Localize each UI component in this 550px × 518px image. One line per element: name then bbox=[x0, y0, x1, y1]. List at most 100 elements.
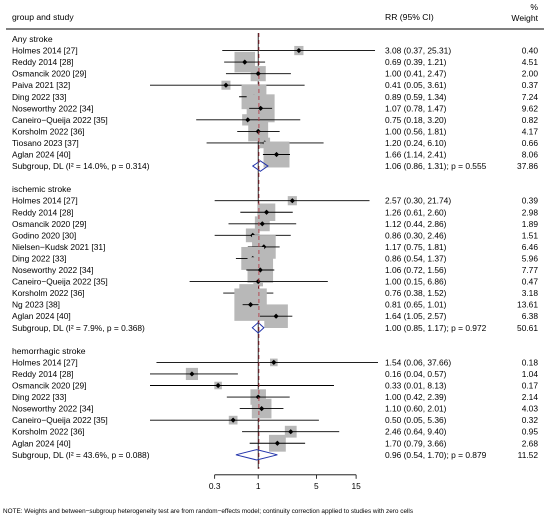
point-estimate-0-1 bbox=[242, 59, 248, 65]
study-weight-2-6: 0.95 bbox=[522, 427, 539, 437]
study-weight-2-2: 0.17 bbox=[522, 381, 539, 391]
study-weight-0-9: 8.06 bbox=[522, 150, 539, 160]
study-rr-1-5: 0.86 (0.54, 1.37) bbox=[385, 253, 447, 263]
study-rr-2-0: 1.54 (0.06, 37.66) bbox=[385, 357, 451, 367]
x-tick-label-3: 15 bbox=[351, 481, 361, 491]
point-estimate-0-3 bbox=[223, 82, 229, 88]
subgroup-diamond-1 bbox=[251, 321, 265, 334]
x-tick-label-2: 5 bbox=[314, 481, 319, 491]
point-estimate-0-6 bbox=[245, 117, 251, 123]
study-rr-1-8: 0.76 (0.38, 1.52) bbox=[385, 288, 447, 298]
study-rr-1-4: 1.17 (0.75, 1.81) bbox=[385, 242, 447, 252]
study-rr-1-7: 1.00 (0.15, 6.86) bbox=[385, 277, 447, 287]
study-label-2-2: Osmancik 2020 [29] bbox=[12, 381, 86, 391]
study-label-0-0: Holmes 2014 [27] bbox=[12, 46, 78, 56]
study-label-2-4: Noseworthy 2022 [34] bbox=[12, 404, 93, 414]
study-weight-1-0: 0.39 bbox=[522, 196, 539, 206]
group-label-2: hemorrhagic stroke bbox=[12, 346, 86, 356]
study-weight-2-5: 0.32 bbox=[522, 415, 539, 425]
study-weight-1-5: 5.96 bbox=[522, 253, 539, 263]
point-estimate-2-0 bbox=[271, 359, 277, 365]
study-rr-0-6: 0.75 (0.18, 3.20) bbox=[385, 115, 447, 125]
point-estimate-2-2 bbox=[215, 382, 221, 389]
point-estimate-0-7 bbox=[255, 128, 261, 134]
point-estimate-1-4 bbox=[261, 244, 267, 250]
footnote: NOTE: Weights and between−subgroup heter… bbox=[3, 508, 413, 515]
subgroup-weight-1: 50.61 bbox=[517, 323, 538, 333]
study-weight-1-1: 2.98 bbox=[522, 207, 539, 217]
study-label-1-8: Korsholm 2022 [36] bbox=[12, 288, 85, 298]
header-study: group and study bbox=[12, 12, 74, 22]
subgroup-label-0: Subgroup, DL (I² = 14.0%, p = 0.314) bbox=[12, 161, 150, 171]
study-rr-1-2: 1.12 (0.44, 2.86) bbox=[385, 219, 447, 229]
study-weight-2-3: 2.14 bbox=[522, 392, 539, 402]
study-rr-0-7: 1.00 (0.56, 1.81) bbox=[385, 126, 447, 136]
study-label-2-3: Ding 2022 [33] bbox=[12, 392, 66, 402]
study-label-1-9: Ng 2023 [38] bbox=[12, 300, 60, 310]
point-estimate-2-7 bbox=[274, 440, 280, 446]
study-rr-1-6: 1.06 (0.72, 1.56) bbox=[385, 265, 447, 275]
study-weight-1-10: 6.38 bbox=[522, 311, 539, 321]
header-rr: RR (95% CI) bbox=[385, 12, 434, 22]
subgroup-rr-0: 1.06 (0.86, 1.31); p = 0.555 bbox=[385, 161, 487, 171]
study-rr-2-4: 1.10 (0.60, 2.01) bbox=[385, 404, 447, 414]
study-label-1-10: Aglan 2024 [40] bbox=[12, 311, 71, 321]
study-label-1-2: Osmancik 2020 [29] bbox=[12, 219, 86, 229]
study-label-2-0: Holmes 2014 [27] bbox=[12, 357, 78, 367]
header-weight: Weight bbox=[511, 13, 538, 23]
study-weight-0-3: 0.37 bbox=[522, 80, 539, 90]
x-tick-label-0: 0.3 bbox=[209, 481, 221, 491]
study-label-0-4: Ding 2022 [33] bbox=[12, 92, 66, 102]
study-rr-0-3: 0.41 (0.05, 3.61) bbox=[385, 80, 447, 90]
point-estimate-2-3 bbox=[255, 394, 261, 400]
study-label-1-5: Ding 2022 [33] bbox=[12, 253, 66, 263]
study-weight-0-1: 4.51 bbox=[522, 57, 539, 67]
point-estimate-1-9 bbox=[247, 302, 254, 308]
point-estimate-1-7 bbox=[255, 278, 261, 285]
point-estimate-1-0 bbox=[289, 198, 295, 204]
study-rr-0-1: 0.69 (0.39, 1.21) bbox=[385, 57, 447, 67]
point-estimate-2-5 bbox=[230, 417, 236, 423]
study-label-2-7: Aglan 2024 [40] bbox=[12, 438, 71, 448]
study-label-1-1: Reddy 2014 [28] bbox=[12, 207, 73, 217]
point-estimate-2-1 bbox=[189, 371, 195, 377]
subgroup-diamond-2 bbox=[235, 449, 278, 461]
subgroup-weight-2: 11.52 bbox=[518, 450, 539, 460]
subgroup-label-2: Subgroup, DL (I² = 43.6%, p = 0.088) bbox=[12, 450, 150, 460]
study-rr-2-3: 1.00 (0.42, 2.39) bbox=[385, 392, 447, 402]
study-weight-0-4: 7.24 bbox=[522, 92, 539, 102]
study-weight-0-8: 0.66 bbox=[522, 138, 539, 148]
study-label-0-3: Paiva 2021 [32] bbox=[12, 80, 70, 90]
study-rr-2-2: 0.33 (0.01, 8.13) bbox=[385, 381, 447, 391]
study-weight-1-8: 3.18 bbox=[522, 288, 539, 298]
study-label-1-4: Nielsen−Kudsk 2021 [31] bbox=[12, 242, 105, 252]
study-weight-2-1: 1.04 bbox=[522, 369, 539, 379]
study-rr-1-9: 0.81 (0.65, 1.01) bbox=[385, 300, 447, 310]
point-estimate-2-6 bbox=[288, 429, 294, 435]
point-estimate-0-0 bbox=[296, 47, 302, 54]
point-estimate-1-10 bbox=[273, 313, 279, 319]
study-weight-1-3: 1.51 bbox=[522, 230, 539, 240]
study-weight-2-0: 0.18 bbox=[522, 357, 539, 367]
point-estimate-1-1 bbox=[263, 209, 270, 215]
point-estimate-0-9 bbox=[273, 151, 280, 158]
study-rr-2-5: 0.50 (0.05, 5.36) bbox=[385, 415, 447, 425]
study-label-0-7: Korsholm 2022 [36] bbox=[12, 126, 85, 136]
subgroup-rr-1: 1.00 (0.85, 1.17); p = 0.972 bbox=[385, 323, 487, 333]
study-label-1-7: Caneiro−Queija 2022 [35] bbox=[12, 277, 108, 287]
subgroup-rr-2: 0.96 (0.54, 1.70); p = 0.879 bbox=[385, 450, 487, 460]
group-label-0: Any stroke bbox=[12, 34, 53, 44]
study-label-1-6: Noseworthy 2022 [34] bbox=[12, 265, 93, 275]
study-label-0-8: Tiosano 2023 [37] bbox=[12, 138, 79, 148]
subgroup-diamond-0 bbox=[251, 160, 269, 172]
study-label-2-6: Korsholm 2022 [36] bbox=[12, 427, 85, 437]
study-weight-1-4: 6.46 bbox=[522, 242, 539, 252]
study-rr-0-9: 1.66 (1.14, 2.41) bbox=[385, 150, 447, 160]
study-weight-1-2: 1.89 bbox=[522, 219, 539, 229]
study-rr-0-0: 3.08 (0.37, 25.31) bbox=[385, 46, 451, 56]
study-weight-0-6: 0.82 bbox=[522, 115, 539, 125]
group-label-1: ischemic stroke bbox=[12, 184, 71, 194]
point-estimate-2-4 bbox=[259, 406, 265, 412]
study-rr-0-4: 0.89 (0.59, 1.34) bbox=[385, 92, 447, 102]
study-rr-0-2: 1.00 (0.41, 2.47) bbox=[385, 69, 447, 79]
